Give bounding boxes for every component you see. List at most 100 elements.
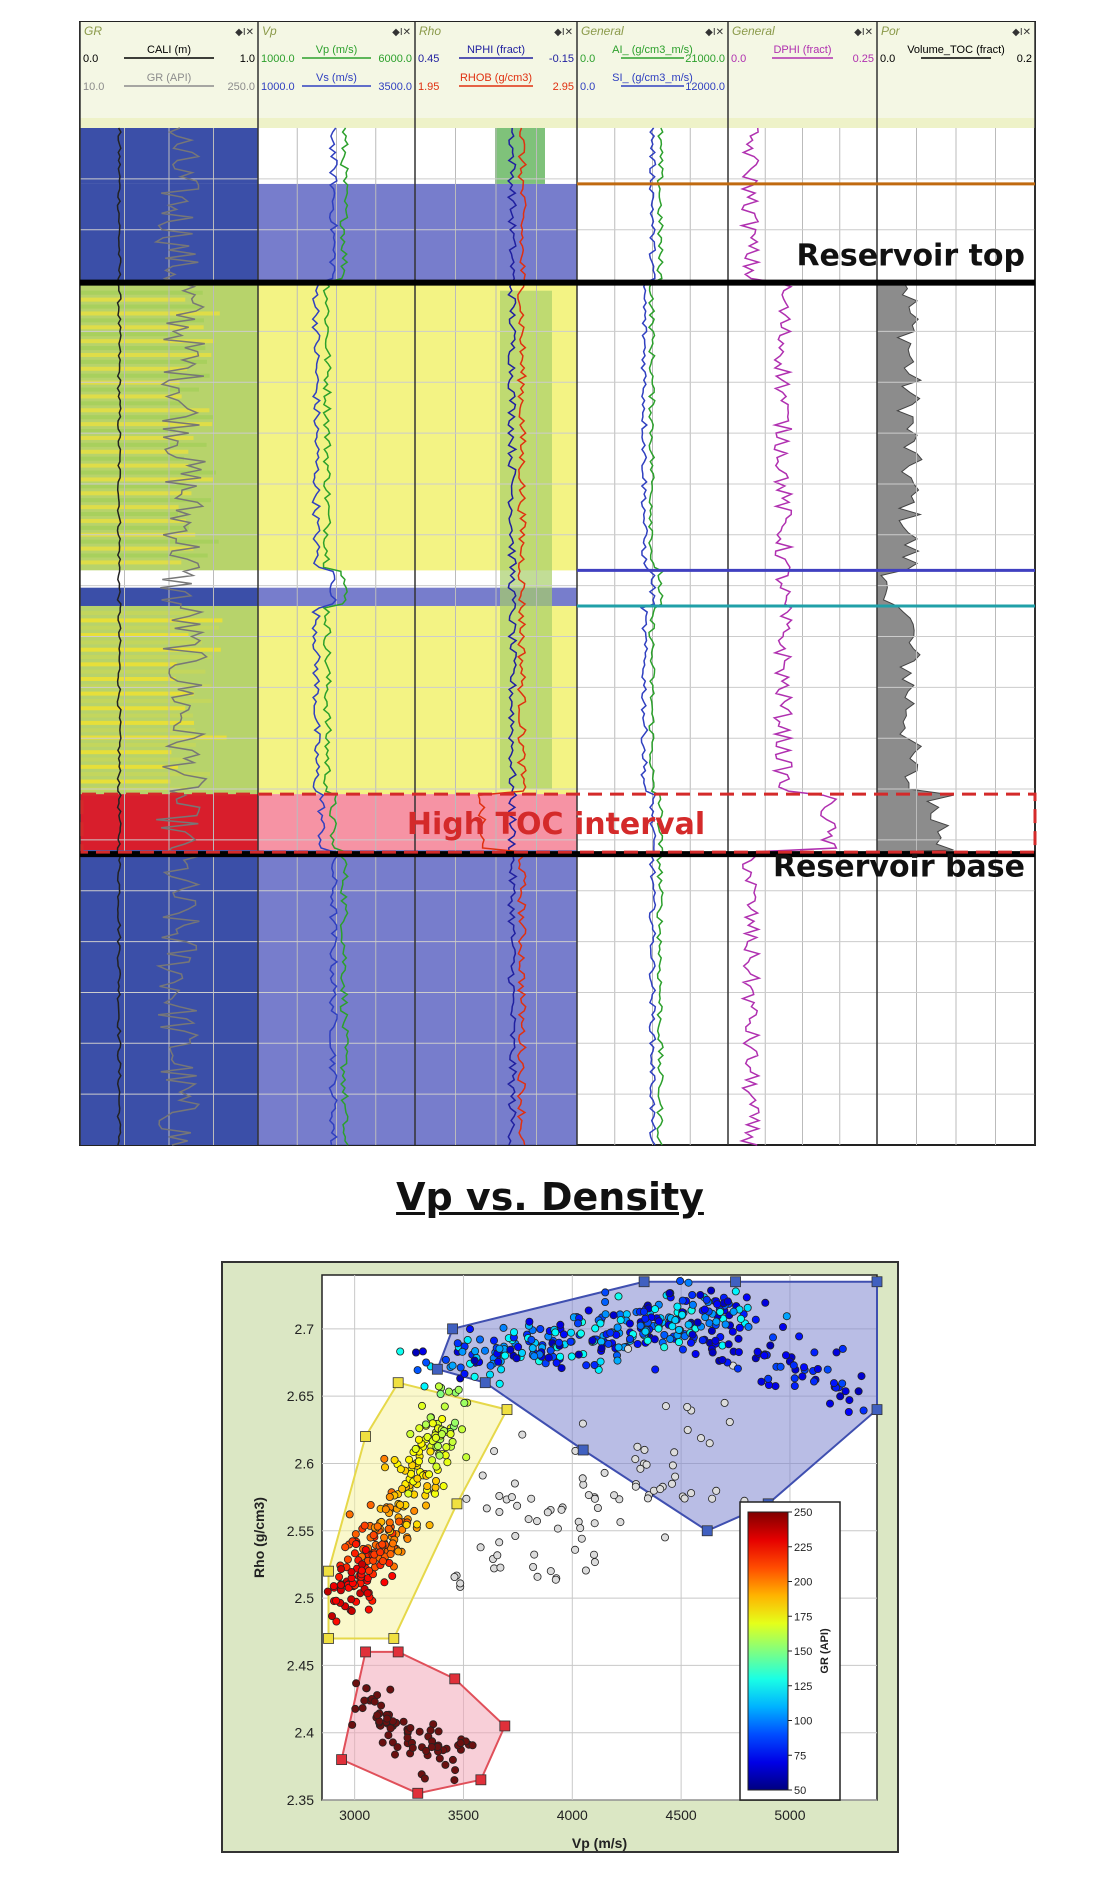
gr-stripe-2: [80, 304, 202, 309]
data-point: [713, 1300, 722, 1309]
polygon-vertex-reservoir: [388, 1633, 400, 1644]
data-point: [396, 1465, 405, 1474]
data-point: [601, 1288, 610, 1297]
polygon-vertex-high-toc: [412, 1787, 424, 1799]
curve-min: 0.0: [580, 53, 595, 65]
pin-close-icon: ◆I✕: [705, 27, 724, 38]
data-point: [625, 1319, 634, 1328]
data-point: [420, 1382, 429, 1391]
data-point: [384, 1525, 393, 1534]
label-high-toc: High TOC interval: [407, 807, 705, 842]
data-point: [813, 1365, 822, 1374]
data-point: [432, 1462, 441, 1471]
polygon-vertex-shale: [701, 1525, 713, 1537]
data-point: [408, 1743, 417, 1752]
data-point: [420, 1774, 429, 1783]
gr-stripe-b-2: [80, 625, 220, 630]
data-point: [582, 1361, 591, 1370]
data-point: [576, 1329, 585, 1338]
data-point: [624, 1344, 633, 1353]
data-point: [725, 1418, 734, 1427]
gr-stripe-b-17: [80, 735, 227, 740]
data-point: [468, 1741, 477, 1750]
polygon-vertex-reservoir: [392, 1377, 404, 1389]
well-log-panel: Reservoir top High TOC interval Reservoir …: [79, 21, 1037, 1146]
data-point: [661, 1533, 670, 1542]
data-point: [414, 1457, 423, 1466]
data-point: [571, 1545, 580, 1554]
data-point: [402, 1520, 411, 1529]
gr-stripe-36: [80, 539, 219, 544]
curve-min: 1000.0: [261, 53, 295, 65]
gr-stripe-34: [80, 525, 189, 530]
gr-stripe-37: [80, 546, 194, 551]
gr-stripe-b-18: [80, 742, 196, 747]
data-point: [711, 1336, 720, 1345]
data-point: [433, 1442, 442, 1451]
gr-stripe-16: [80, 401, 181, 406]
data-point: [462, 1494, 471, 1503]
data-point: [495, 1344, 504, 1353]
data-point: [613, 1323, 622, 1332]
curve-name: SI_ (g/cm3_m/s): [612, 72, 693, 84]
data-point: [698, 1336, 707, 1345]
y-tick-label: 2.7: [295, 1321, 315, 1337]
data-point: [536, 1325, 545, 1334]
y-tick-label: 2.5: [295, 1590, 315, 1606]
data-point: [642, 1460, 651, 1469]
data-point: [428, 1419, 437, 1428]
gr-stripe-27: [80, 477, 214, 482]
data-point: [347, 1607, 356, 1616]
x-tick-label: 3500: [448, 1807, 479, 1823]
data-point: [377, 1701, 386, 1710]
data-point: [343, 1555, 352, 1564]
data-point: [671, 1316, 680, 1325]
data-point: [327, 1612, 336, 1621]
data-point: [441, 1355, 450, 1364]
data-point: [514, 1343, 523, 1352]
data-point: [427, 1743, 436, 1752]
data-point: [631, 1482, 640, 1491]
data-point: [453, 1339, 462, 1348]
data-point: [381, 1505, 390, 1514]
data-point: [426, 1726, 435, 1735]
gr-stripe-b-7: [80, 662, 177, 667]
data-point: [782, 1351, 791, 1360]
data-point: [800, 1363, 809, 1372]
gr-stripe-8: [80, 346, 206, 351]
data-point: [364, 1605, 373, 1614]
data-point: [362, 1684, 371, 1693]
gr-stripe-b-4: [80, 640, 203, 645]
data-point: [705, 1439, 714, 1448]
data-point: [423, 1433, 432, 1442]
data-point: [413, 1474, 422, 1483]
data-point: [609, 1311, 618, 1320]
data-point: [410, 1506, 419, 1515]
track-title: General: [732, 24, 775, 38]
data-point: [557, 1505, 566, 1514]
gr-stripe-b-21: [80, 764, 178, 769]
data-point: [764, 1374, 773, 1383]
data-point: [798, 1372, 807, 1381]
data-point: [450, 1418, 459, 1427]
curve-max: 0.25: [853, 53, 874, 65]
data-point: [332, 1596, 341, 1605]
data-point: [518, 1430, 527, 1439]
data-point: [336, 1581, 345, 1590]
nphi-curve: [506, 127, 518, 1146]
rhob-curve: [477, 127, 528, 1146]
data-point: [417, 1401, 426, 1410]
fill-zone-6: [258, 794, 577, 851]
data-point: [494, 1357, 503, 1366]
data-point: [390, 1456, 399, 1465]
data-point: [597, 1344, 606, 1353]
data-point: [676, 1277, 685, 1286]
data-point: [651, 1305, 660, 1314]
data-point: [435, 1451, 444, 1460]
curve-min: 10.0: [83, 81, 104, 93]
data-point: [578, 1419, 587, 1428]
data-point: [559, 1330, 568, 1339]
data-point: [450, 1573, 459, 1582]
data-point: [335, 1572, 344, 1581]
track-title: Por: [881, 24, 901, 38]
